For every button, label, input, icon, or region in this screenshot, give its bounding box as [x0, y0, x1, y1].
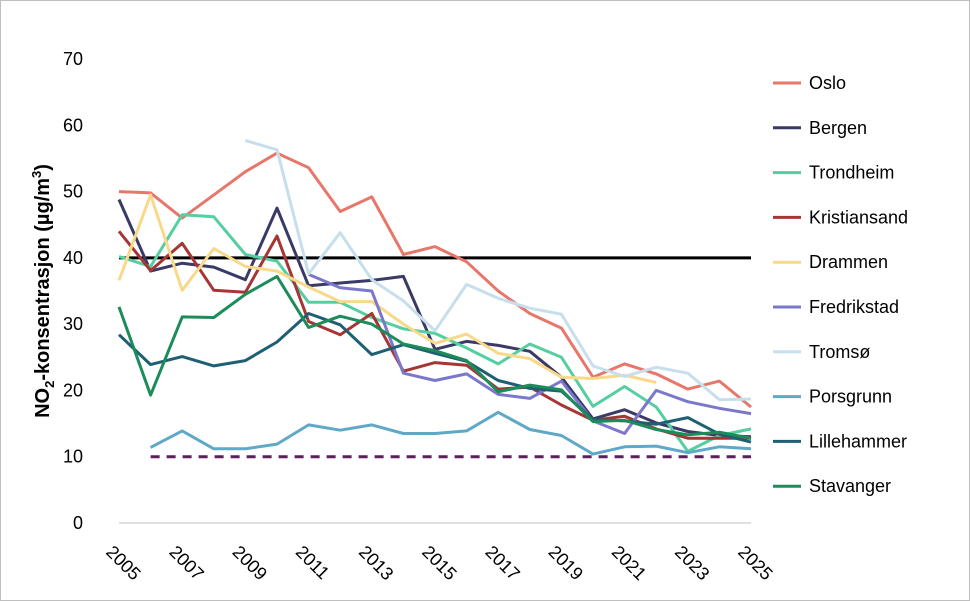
reference-lines	[119, 256, 751, 459]
legend-item-lillehammer: Lillehammer	[773, 431, 907, 451]
y-tick-label: 20	[63, 380, 83, 400]
legend-label: Drammen	[809, 252, 888, 272]
series-line-fredrikstad	[308, 273, 752, 435]
series-line-tromsø	[244, 139, 752, 402]
legend-item-oslo: Oslo	[773, 73, 846, 93]
series-line-drammen	[117, 193, 657, 384]
legend: Oslo Bergen Trondheim Kristiansand Drammen Fr…	[773, 73, 908, 496]
y-tick-label: 10	[63, 447, 83, 467]
series-line-lillehammer	[117, 312, 752, 444]
legend-label: Fredrikstad	[809, 297, 899, 317]
x-tick-label: 2007	[165, 542, 207, 584]
legend-label: Tromsø	[809, 342, 870, 362]
y-tick-label: 60	[63, 115, 83, 135]
legend-label: Lillehammer	[809, 431, 907, 451]
legend-item-drammen: Drammen	[773, 252, 888, 272]
x-tick-label: 2025	[734, 542, 776, 584]
series-line-kristiansand	[117, 230, 751, 440]
legend-item-tromsø: Tromsø	[773, 342, 870, 362]
legend-label: Kristiansand	[809, 207, 908, 227]
x-tick-label: 2011	[292, 542, 334, 584]
x-tick-label: 2013	[355, 542, 397, 584]
series-line-oslo	[118, 151, 752, 409]
legend-label: Trondheim	[809, 163, 894, 183]
y-tick-label: 70	[63, 49, 83, 69]
y-tick-label: 40	[63, 248, 83, 268]
x-tick-label: 2017	[481, 542, 523, 584]
legend-item-fredrikstad: Fredrikstad	[773, 297, 899, 317]
y-tick-label: 0	[73, 513, 83, 533]
y-tick-label: 30	[63, 314, 83, 334]
y-tick-label: 50	[63, 182, 83, 202]
legend-item-bergen: Bergen	[773, 118, 867, 138]
series-layer	[117, 139, 752, 456]
series-line-stavanger	[117, 274, 752, 440]
legend-item-stavanger: Stavanger	[773, 476, 891, 496]
legend-label: Bergen	[809, 118, 867, 138]
x-tick-label: 2005	[102, 542, 144, 584]
x-tick-label: 2023	[671, 542, 713, 584]
x-tick-label: 2015	[418, 542, 460, 584]
legend-item-trondheim: Trondheim	[773, 163, 894, 183]
x-tick-label: 2009	[229, 542, 271, 584]
series-line-trondheim	[118, 213, 752, 453]
legend-label: Porsgrunn	[809, 387, 892, 407]
x-tick-label: 2019	[545, 542, 587, 584]
series-line-porsgrunn	[149, 410, 752, 456]
legend-label: Stavanger	[809, 476, 891, 496]
y-axis-label: NO2-konsentrasjon (µg/m3)	[29, 164, 57, 418]
legend-item-porsgrunn: Porsgrunn	[773, 387, 892, 407]
legend-label: Oslo	[809, 73, 846, 93]
x-tick-label: 2021	[608, 542, 650, 584]
legend-item-kristiansand: Kristiansand	[773, 207, 908, 227]
